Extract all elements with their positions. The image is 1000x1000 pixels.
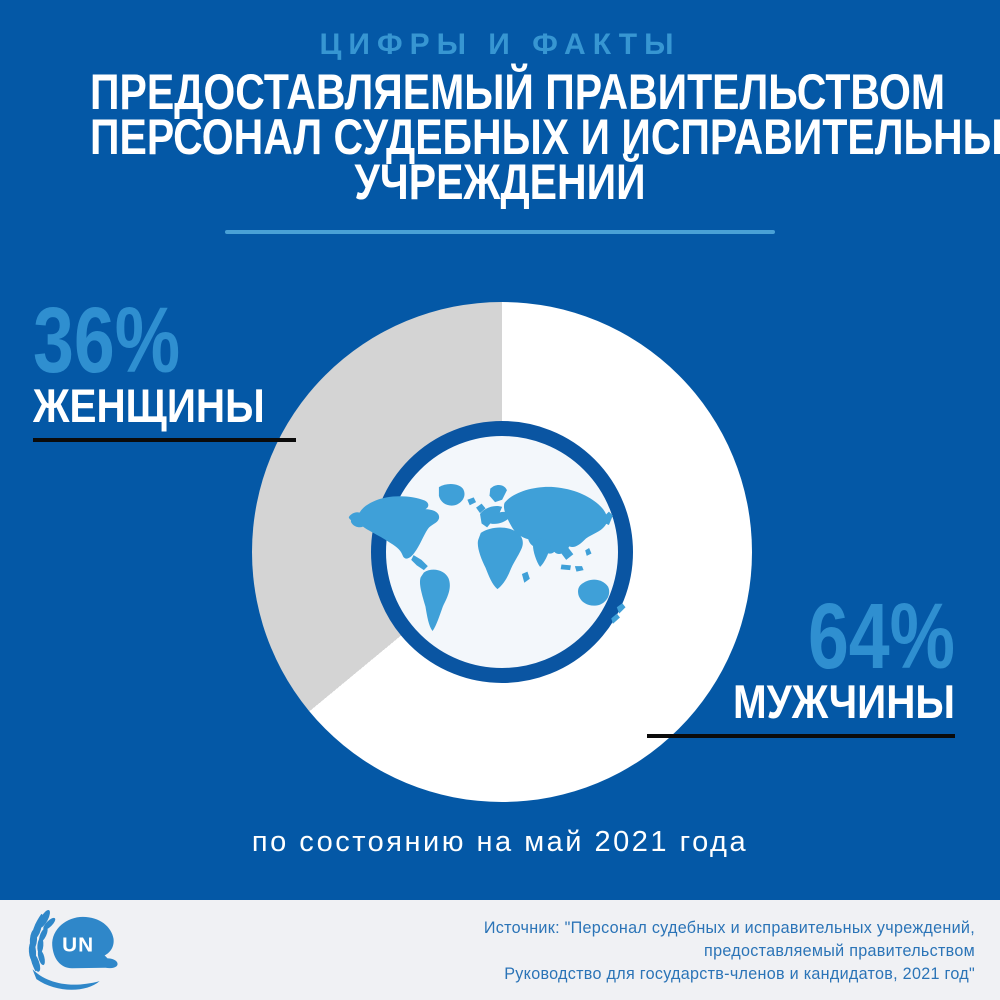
as-of-caption: по состоянию на май 2021 года bbox=[251, 826, 749, 858]
world-map-icon bbox=[348, 484, 626, 631]
men-percent: 64% bbox=[807, 584, 955, 688]
callout-women: 36% ЖЕНЩИНЫ bbox=[33, 288, 302, 443]
title-line-2: ПЕРСОНАЛ СУДЕБНЫХ И ИСПРАВИТЕЛЬНЫХ bbox=[90, 109, 1000, 165]
women-underline bbox=[33, 438, 296, 443]
kicker-text: ЦИФРЫ И ФАКТЫ bbox=[319, 28, 681, 61]
source-line-3: Руководство для государств-членов и канд… bbox=[504, 963, 975, 983]
men-label: МУЖЧИНЫ bbox=[732, 675, 955, 729]
source-attribution: Источник: "Персонал судебных и исправите… bbox=[484, 916, 975, 985]
women-percent: 36% bbox=[33, 288, 181, 392]
un-helmet-logo: UN bbox=[28, 909, 118, 990]
women-label: ЖЕНЩИНЫ bbox=[33, 379, 265, 433]
title-line-1: ПРЕДОСТАВЛЯЕМЫЙ ПРАВИТЕЛЬСТВОМ bbox=[90, 64, 946, 120]
callout-men: 64% МУЖЧИНЫ bbox=[647, 584, 955, 739]
title-line-3: УЧРЕЖДЕНИЙ bbox=[354, 154, 646, 210]
source-line-1: Источник: "Персонал судебных и исправите… bbox=[483, 917, 975, 937]
title-divider bbox=[225, 230, 775, 234]
un-logo-text: UN bbox=[62, 933, 94, 956]
page-title: ПРЕДОСТАВЛЯЕМЫЙ ПРАВИТЕЛЬСТВОМ ПЕРСОНАЛ … bbox=[0, 64, 1000, 210]
source-line-2: предоставляемый правительством bbox=[704, 940, 975, 960]
footer: UN Источник: "Персонал судебных и исправ… bbox=[0, 900, 1000, 1000]
men-underline bbox=[647, 734, 955, 739]
